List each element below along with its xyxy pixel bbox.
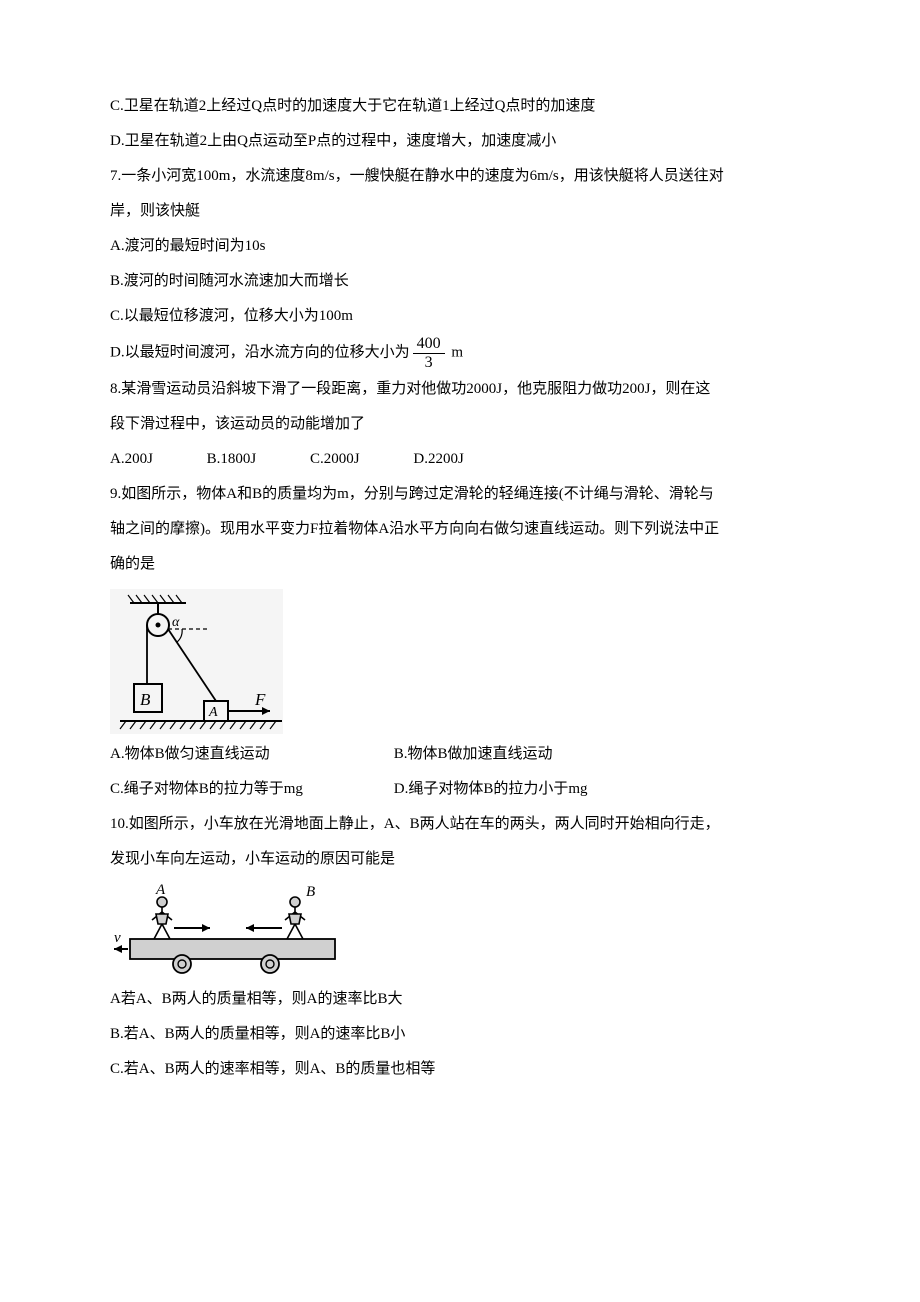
- q7-option-a: A.渡河的最短时间为10s: [110, 230, 810, 263]
- q9-option-d: D.绳子对物体B的拉力小于mg: [394, 781, 588, 797]
- q9-options-row2: C.绳子对物体B的拉力等于mg D.绳子对物体B的拉力小于mg: [110, 773, 810, 806]
- q7-stem-line2: 岸，则该快艇: [110, 195, 810, 228]
- q9-option-c: C.绳子对物体B的拉力等于mg: [110, 773, 390, 806]
- q7-option-c: C.以最短位移渡河，位移大小为100m: [110, 300, 810, 333]
- q7-option-d-pre: D.以最短时间渡河，沿水流方向的位移大小为: [110, 345, 410, 361]
- q9-options-row1: A.物体B做匀速直线运动 B.物体B做加速直线运动: [110, 738, 810, 771]
- q7-option-b: B.渡河的时间随河水流速加大而增长: [110, 265, 810, 298]
- q7-stem-line1: 7.一条小河宽100m，水流速度8m/s，一艘快艇在静水中的速度为6m/s，用该…: [110, 160, 810, 193]
- q8-stem-line1: 8.某滑雪运动员沿斜坡下滑了一段距离，重力对他做功2000J，他克服阻力做功20…: [110, 373, 810, 406]
- q6-option-d: D.卫星在轨道2上由Q点运动至P点的过程中，速度增大，加速度减小: [110, 125, 810, 158]
- q8-option-c: C.2000J: [310, 443, 360, 476]
- q9-block-b-label: B: [140, 690, 151, 709]
- fraction-400-3: 4003: [413, 335, 445, 371]
- q9-pulley-diagram: α B A F: [110, 589, 285, 734]
- q8-stem-line2: 段下滑过程中，该运动员的动能增加了: [110, 408, 810, 441]
- q8-options: A.200J B.1800J C.2000J D.2200J: [110, 443, 810, 476]
- q10-stem-line2: 发现小车向左运动，小车运动的原因可能是: [110, 843, 810, 876]
- fraction-denominator: 3: [413, 354, 445, 372]
- q10-cart-diagram: A B v: [110, 884, 340, 979]
- q9-block-a-label: A: [208, 705, 218, 720]
- q10-stem-line1: 10.如图所示，小车放在光滑地面上静止，A、B两人站在车的两头，两人同时开始相向…: [110, 808, 810, 841]
- q8-option-d: D.2200J: [413, 443, 463, 476]
- q9-stem-line1: 9.如图所示，物体A和B的质量均为m，分别与跨过定滑轮的轻绳连接(不计绳与滑轮、…: [110, 478, 810, 511]
- q6-option-c: C.卫星在轨道2上经过Q点时的加速度大于它在轨道1上经过Q点时的加速度: [110, 90, 810, 123]
- q9-alpha-label: α: [172, 615, 180, 630]
- q10-person-a-label: A: [155, 884, 166, 898]
- q8-option-b: B.1800J: [207, 443, 257, 476]
- q10-option-a: A若A、B两人的质量相等，则A的速率比B大: [110, 983, 810, 1016]
- q9-option-a: A.物体B做匀速直线运动: [110, 738, 390, 771]
- q9-option-b: B.物体B做加速直线运动: [394, 746, 553, 762]
- q8-option-a: A.200J: [110, 443, 153, 476]
- q7-option-d: D.以最短时间渡河，沿水流方向的位移大小为4003 m: [110, 335, 810, 371]
- q7-option-d-post: m: [448, 345, 463, 361]
- q10-figure: A B v: [110, 884, 810, 979]
- q9-figure: α B A F: [110, 589, 810, 734]
- q10-velocity-label: v: [114, 930, 121, 946]
- q10-person-b-label: B: [306, 884, 315, 900]
- fraction-numerator: 400: [413, 335, 445, 354]
- q9-stem-line3: 确的是: [110, 548, 810, 581]
- q10-option-c: C.若A、B两人的速率相等，则A、B的质量也相等: [110, 1053, 810, 1086]
- q9-force-f-label: F: [254, 690, 266, 709]
- q9-stem-line2: 轴之间的摩擦)。现用水平变力F拉着物体A沿水平方向向右做匀速直线运动。则下列说法…: [110, 513, 810, 546]
- q10-option-b: B.若A、B两人的质量相等，则A的速率比B小: [110, 1018, 810, 1051]
